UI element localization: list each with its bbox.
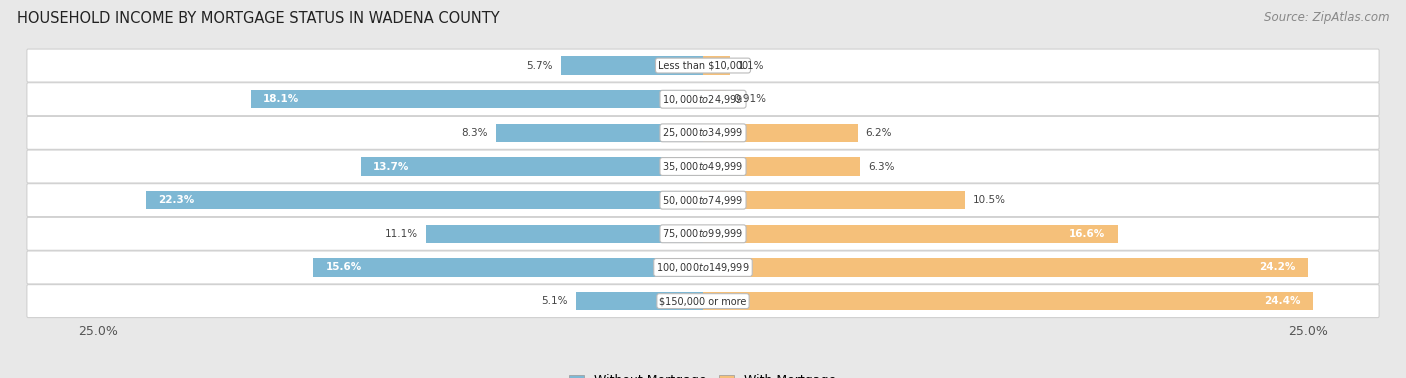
Bar <box>575 292 703 310</box>
FancyBboxPatch shape <box>27 49 1379 82</box>
Text: 25.0%: 25.0% <box>79 325 118 338</box>
Bar <box>703 157 860 176</box>
Text: 5.7%: 5.7% <box>526 60 553 71</box>
Text: 22.3%: 22.3% <box>157 195 194 205</box>
Text: $10,000 to $24,999: $10,000 to $24,999 <box>662 93 744 106</box>
FancyBboxPatch shape <box>27 150 1379 183</box>
Text: $100,000 to $149,999: $100,000 to $149,999 <box>657 261 749 274</box>
Bar <box>703 292 1313 310</box>
Text: $25,000 to $34,999: $25,000 to $34,999 <box>662 126 744 139</box>
FancyBboxPatch shape <box>27 116 1379 149</box>
Text: 18.1%: 18.1% <box>263 94 299 104</box>
Bar <box>360 157 703 176</box>
FancyBboxPatch shape <box>27 251 1379 284</box>
Bar <box>703 90 725 108</box>
Text: 1.1%: 1.1% <box>738 60 765 71</box>
Bar <box>561 56 703 75</box>
Bar <box>426 225 703 243</box>
Text: 8.3%: 8.3% <box>461 128 488 138</box>
Bar <box>703 56 731 75</box>
Text: 13.7%: 13.7% <box>373 161 409 172</box>
Bar <box>703 225 1118 243</box>
Text: 10.5%: 10.5% <box>973 195 1005 205</box>
Bar <box>703 191 966 209</box>
FancyBboxPatch shape <box>27 83 1379 116</box>
Text: Source: ZipAtlas.com: Source: ZipAtlas.com <box>1264 11 1389 24</box>
Text: 11.1%: 11.1% <box>385 229 418 239</box>
Bar <box>146 191 703 209</box>
Text: $150,000 or more: $150,000 or more <box>659 296 747 306</box>
Text: 0.91%: 0.91% <box>734 94 766 104</box>
Bar <box>495 124 703 142</box>
Text: 24.4%: 24.4% <box>1264 296 1301 306</box>
Text: 6.2%: 6.2% <box>866 128 891 138</box>
Text: Less than $10,000: Less than $10,000 <box>658 60 748 71</box>
Text: $50,000 to $74,999: $50,000 to $74,999 <box>662 194 744 207</box>
FancyBboxPatch shape <box>27 285 1379 318</box>
Text: 15.6%: 15.6% <box>326 262 361 273</box>
Bar <box>703 124 858 142</box>
FancyBboxPatch shape <box>27 184 1379 217</box>
Text: $35,000 to $49,999: $35,000 to $49,999 <box>662 160 744 173</box>
Text: HOUSEHOLD INCOME BY MORTGAGE STATUS IN WADENA COUNTY: HOUSEHOLD INCOME BY MORTGAGE STATUS IN W… <box>17 11 499 26</box>
Text: 16.6%: 16.6% <box>1069 229 1105 239</box>
Text: 24.2%: 24.2% <box>1258 262 1295 273</box>
Text: 5.1%: 5.1% <box>541 296 568 306</box>
Legend: Without Mortgage, With Mortgage: Without Mortgage, With Mortgage <box>564 369 842 378</box>
Text: 6.3%: 6.3% <box>868 161 894 172</box>
Bar <box>703 258 1308 277</box>
Bar <box>314 258 703 277</box>
FancyBboxPatch shape <box>27 217 1379 250</box>
Bar <box>250 90 703 108</box>
Text: 25.0%: 25.0% <box>1288 325 1327 338</box>
Text: $75,000 to $99,999: $75,000 to $99,999 <box>662 227 744 240</box>
